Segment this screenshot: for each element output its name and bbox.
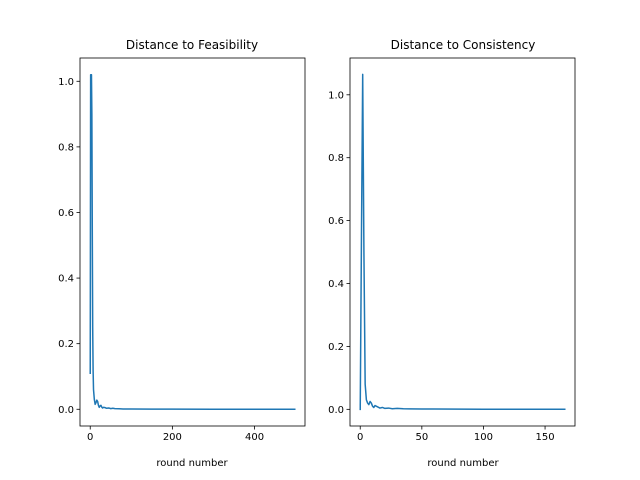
x-axis-ticks: 0 50 100 150 [357, 426, 555, 443]
y-tick-label: 0.0 [58, 405, 74, 416]
series-marks [359, 73, 566, 411]
plot-frame [79, 57, 306, 427]
y-tick-label: 1.0 [58, 77, 74, 88]
y-tick-label: 0.6 [58, 208, 74, 219]
x-tick-label: 400 [245, 432, 264, 443]
y-tick-label: 1.0 [328, 90, 344, 101]
series-line [359, 73, 566, 411]
chart-title: Distance to Feasibility [126, 38, 258, 52]
x-tick-label: 0 [357, 432, 363, 443]
y-tick-label: 0.4 [328, 279, 344, 290]
x-tick-label: 150 [536, 432, 555, 443]
series-marks [89, 73, 296, 410]
x-tick-label: 50 [415, 432, 428, 443]
y-tick-label: 0.2 [58, 339, 74, 350]
y-tick-label: 0.2 [328, 342, 344, 353]
y-axis-ticks: 0.0 0.2 0.4 0.6 0.8 1.0 [58, 77, 80, 416]
y-tick-label: 0.6 [328, 216, 344, 227]
x-axis-label: round number [156, 458, 228, 469]
y-tick-label: 0.8 [328, 153, 344, 164]
feasibility-chart: Distance to Feasibility 0 200 400 0.00.20.… [58, 38, 306, 469]
y-tick-label: 0.8 [58, 142, 74, 153]
x-tick-label: 100 [474, 432, 493, 443]
plot-frame [349, 57, 576, 427]
y-axis-ticks: 0.0 0.2 0.4 0.6 0.8 1.0 [328, 90, 350, 416]
x-axis-label: round number [427, 458, 499, 469]
x-axis-ticks: 0 200 400 [87, 426, 264, 443]
consistency-chart: Distance to Consistency 0 50 100 150 0.0 0.2… [328, 38, 576, 469]
y-tick-label: 0.0 [328, 405, 344, 416]
series-line [89, 73, 296, 410]
y-tick-label: 0.4 [58, 274, 74, 285]
x-tick-label: 0 [87, 432, 93, 443]
chart-title: Distance to Consistency [391, 38, 536, 52]
x-tick-label: 200 [163, 432, 182, 443]
